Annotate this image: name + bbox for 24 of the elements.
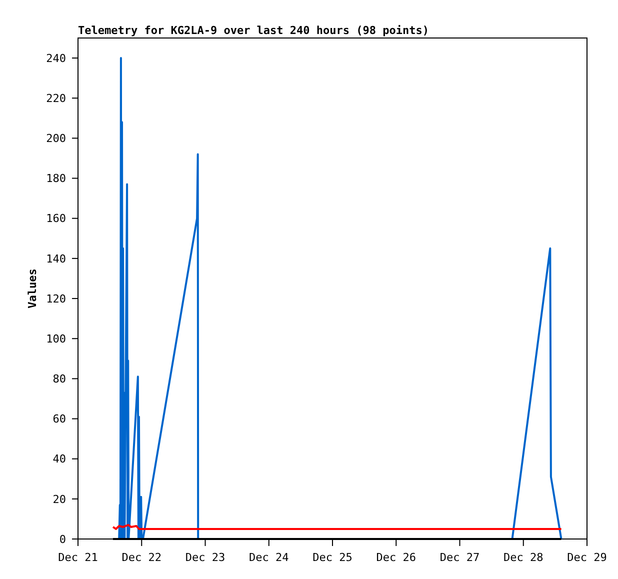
y-tick-label: 220 <box>46 92 66 105</box>
y-tick-label: 80 <box>52 372 66 386</box>
x-tick-label: Dec 21 <box>58 551 98 564</box>
y-tick-label: 20 <box>52 492 66 506</box>
x-tick-label: Dec 28 <box>504 551 544 564</box>
chart-title: Telemetry for KG2LA-9 over last 240 hours (98 points) <box>78 24 429 37</box>
y-tick-label: 240 <box>46 52 66 65</box>
y-tick-label: 200 <box>46 132 66 146</box>
x-tick-label: Dec 29 <box>567 551 607 564</box>
y-tick-label: 100 <box>46 332 66 346</box>
x-tick-label: Dec 22 <box>122 551 162 564</box>
x-tick-label: Dec 25 <box>312 551 352 564</box>
x-tick-label: Dec 27 <box>440 551 480 564</box>
y-tick-label: 160 <box>46 212 66 226</box>
x-tick-label: Dec 23 <box>185 551 226 564</box>
y-tick-label: 0 <box>59 532 66 546</box>
y-tick-label: 140 <box>46 252 66 266</box>
x-tick-label: Dec 26 <box>376 551 416 564</box>
x-tick-label: Dec 24 <box>249 551 290 564</box>
y-axis-title: Values <box>26 268 39 308</box>
y-tick-label: 40 <box>52 452 66 466</box>
y-tick-label: 60 <box>52 412 66 426</box>
y-tick-label: 120 <box>46 292 66 306</box>
y-tick-label: 180 <box>46 172 66 186</box>
